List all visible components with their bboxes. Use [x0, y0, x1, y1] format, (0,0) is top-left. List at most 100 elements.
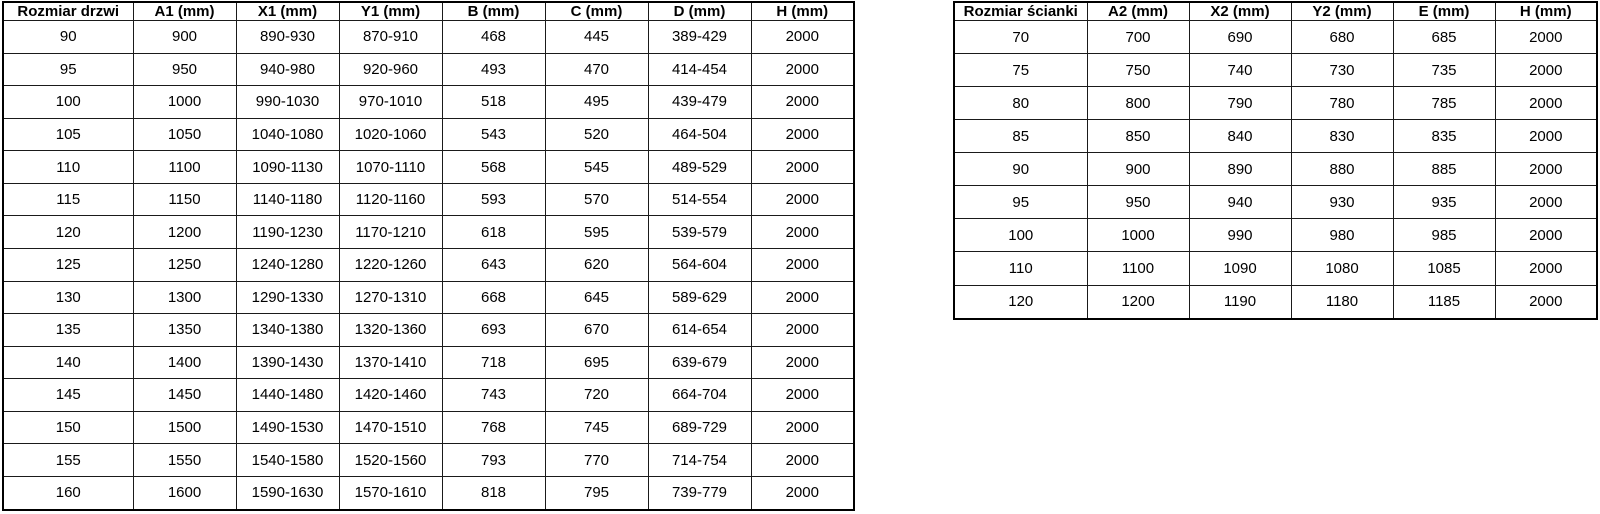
table-cell: 870-910	[338, 20, 443, 54]
table-cell: 1450	[132, 378, 237, 412]
table-cell: 1370-1410	[338, 345, 443, 380]
table-cell: 785	[1392, 86, 1496, 121]
table-cell: 1190	[1188, 284, 1292, 320]
table-cell: 743	[441, 378, 546, 412]
table-cell: 539-579	[647, 215, 752, 249]
table-cell: 464-504	[647, 117, 752, 152]
table-cell: 110	[953, 251, 1088, 286]
table-cell: 720	[544, 378, 649, 412]
table-cell: 1200	[132, 215, 237, 249]
table-row: 95 950 940-980 920-960 493 470 414-454 2000	[2, 52, 855, 87]
table-cell: 389-429	[647, 20, 752, 54]
table-cell: 880	[1290, 152, 1394, 187]
table-cell: 414-454	[647, 52, 752, 87]
table-cell: 2000	[750, 313, 855, 347]
table-cell: 1490-1530	[235, 410, 340, 445]
table-row: 100 1000 990-1030 970-1010 518 495 439-479 2000	[2, 85, 855, 119]
table-cell: 2000	[1494, 152, 1598, 187]
table-cell: 950	[132, 52, 237, 87]
wall-table-header-row: Rozmiar ścianki A2 (mm) X2 (mm) Y2 (mm) E (m…	[953, 1, 1598, 21]
table-cell: 1590-1630	[235, 475, 340, 511]
table-cell: 1180	[1290, 284, 1394, 320]
table-cell: 1300	[132, 280, 237, 315]
table-cell: 1150	[132, 182, 237, 217]
table-cell: 90	[953, 152, 1088, 187]
column-header: Rozmiar ścianki	[953, 1, 1088, 21]
column-header: Y2 (mm)	[1290, 1, 1394, 21]
column-header: C (mm)	[544, 1, 649, 21]
table-cell: 2000	[750, 345, 855, 380]
table-row: 110 1100 1090 1080 1085 2000	[953, 251, 1598, 286]
table-cell: 890	[1188, 152, 1292, 187]
table-cell: 85	[953, 119, 1088, 154]
table-cell: 493	[441, 52, 546, 87]
table-cell: 1100	[132, 150, 237, 184]
table-cell: 2000	[1494, 284, 1598, 320]
table-cell: 940-980	[235, 52, 340, 87]
table-cell: 115	[2, 182, 134, 217]
table-row: 155 1550 1540-1580 1520-1560 793 770 714-754 20…	[2, 443, 855, 477]
table-cell: 2000	[750, 52, 855, 87]
table-cell: 2000	[1494, 19, 1598, 55]
table-cell: 120	[2, 215, 134, 249]
column-header: X1 (mm)	[235, 1, 340, 21]
table-cell: 930	[1290, 185, 1394, 220]
table-cell: 100	[953, 218, 1088, 253]
table-cell: 1420-1460	[338, 378, 443, 412]
table-cell: 730	[1290, 53, 1394, 88]
table-cell: 95	[953, 185, 1088, 220]
table-cell: 695	[544, 345, 649, 380]
table-cell: 1190-1230	[235, 215, 340, 249]
table-cell: 780	[1290, 86, 1394, 121]
table-cell: 1250	[132, 247, 237, 282]
wall-panel-size-table: Rozmiar ścianki A2 (mm) X2 (mm) Y2 (mm) E (m…	[953, 1, 1598, 320]
table-cell: 1090-1130	[235, 150, 340, 184]
table-cell: 740	[1188, 53, 1292, 88]
table-cell: 739-779	[647, 475, 752, 511]
table-cell: 120	[953, 284, 1088, 320]
table-cell: 618	[441, 215, 546, 249]
table-cell: 568	[441, 150, 546, 184]
door-size-table: Rozmiar drzwi A1 (mm) X1 (mm) Y1 (mm) B (mm)…	[2, 1, 855, 511]
table-cell: 1570-1610	[338, 475, 443, 511]
table-cell: 100	[2, 85, 134, 119]
table-cell: 1220-1260	[338, 247, 443, 282]
table-row: 85 850 840 830 835 2000	[953, 119, 1598, 154]
table-row: 110 1100 1090-1130 1070-1110 568 545 489-529 20…	[2, 150, 855, 184]
table-cell: 1070-1110	[338, 150, 443, 184]
table-cell: 1500	[132, 410, 237, 445]
table-cell: 1000	[1086, 218, 1190, 253]
table-cell: 70	[953, 19, 1088, 55]
table-cell: 125	[2, 247, 134, 282]
table-cell: 1100	[1086, 251, 1190, 286]
table-cell: 639-679	[647, 345, 752, 380]
table-cell: 1540-1580	[235, 443, 340, 477]
table-cell: 95	[2, 52, 134, 87]
table-cell: 1090	[1188, 251, 1292, 286]
table-cell: 2000	[750, 247, 855, 282]
table-cell: 2000	[750, 20, 855, 54]
table-cell: 670	[544, 313, 649, 347]
table-cell: 885	[1392, 152, 1496, 187]
table-cell: 940	[1188, 185, 1292, 220]
table-cell: 75	[953, 53, 1088, 88]
table-cell: 514-554	[647, 182, 752, 217]
table-cell: 445	[544, 20, 649, 54]
table-cell: 2000	[750, 378, 855, 412]
table-cell: 1040-1080	[235, 117, 340, 152]
table-cell: 920-960	[338, 52, 443, 87]
table-cell: 900	[1086, 152, 1190, 187]
table-cell: 818	[441, 475, 546, 511]
table-cell: 2000	[1494, 86, 1598, 121]
table-cell: 1185	[1392, 284, 1496, 320]
table-cell: 793	[441, 443, 546, 477]
table-row: 80 800 790 780 785 2000	[953, 86, 1598, 121]
table-cell: 990	[1188, 218, 1292, 253]
table-cell: 1520-1560	[338, 443, 443, 477]
table-cell: 830	[1290, 119, 1394, 154]
table-cell: 470	[544, 52, 649, 87]
table-cell: 990-1030	[235, 85, 340, 119]
table-cell: 735	[1392, 53, 1496, 88]
table-cell: 1400	[132, 345, 237, 380]
table-cell: 980	[1290, 218, 1394, 253]
